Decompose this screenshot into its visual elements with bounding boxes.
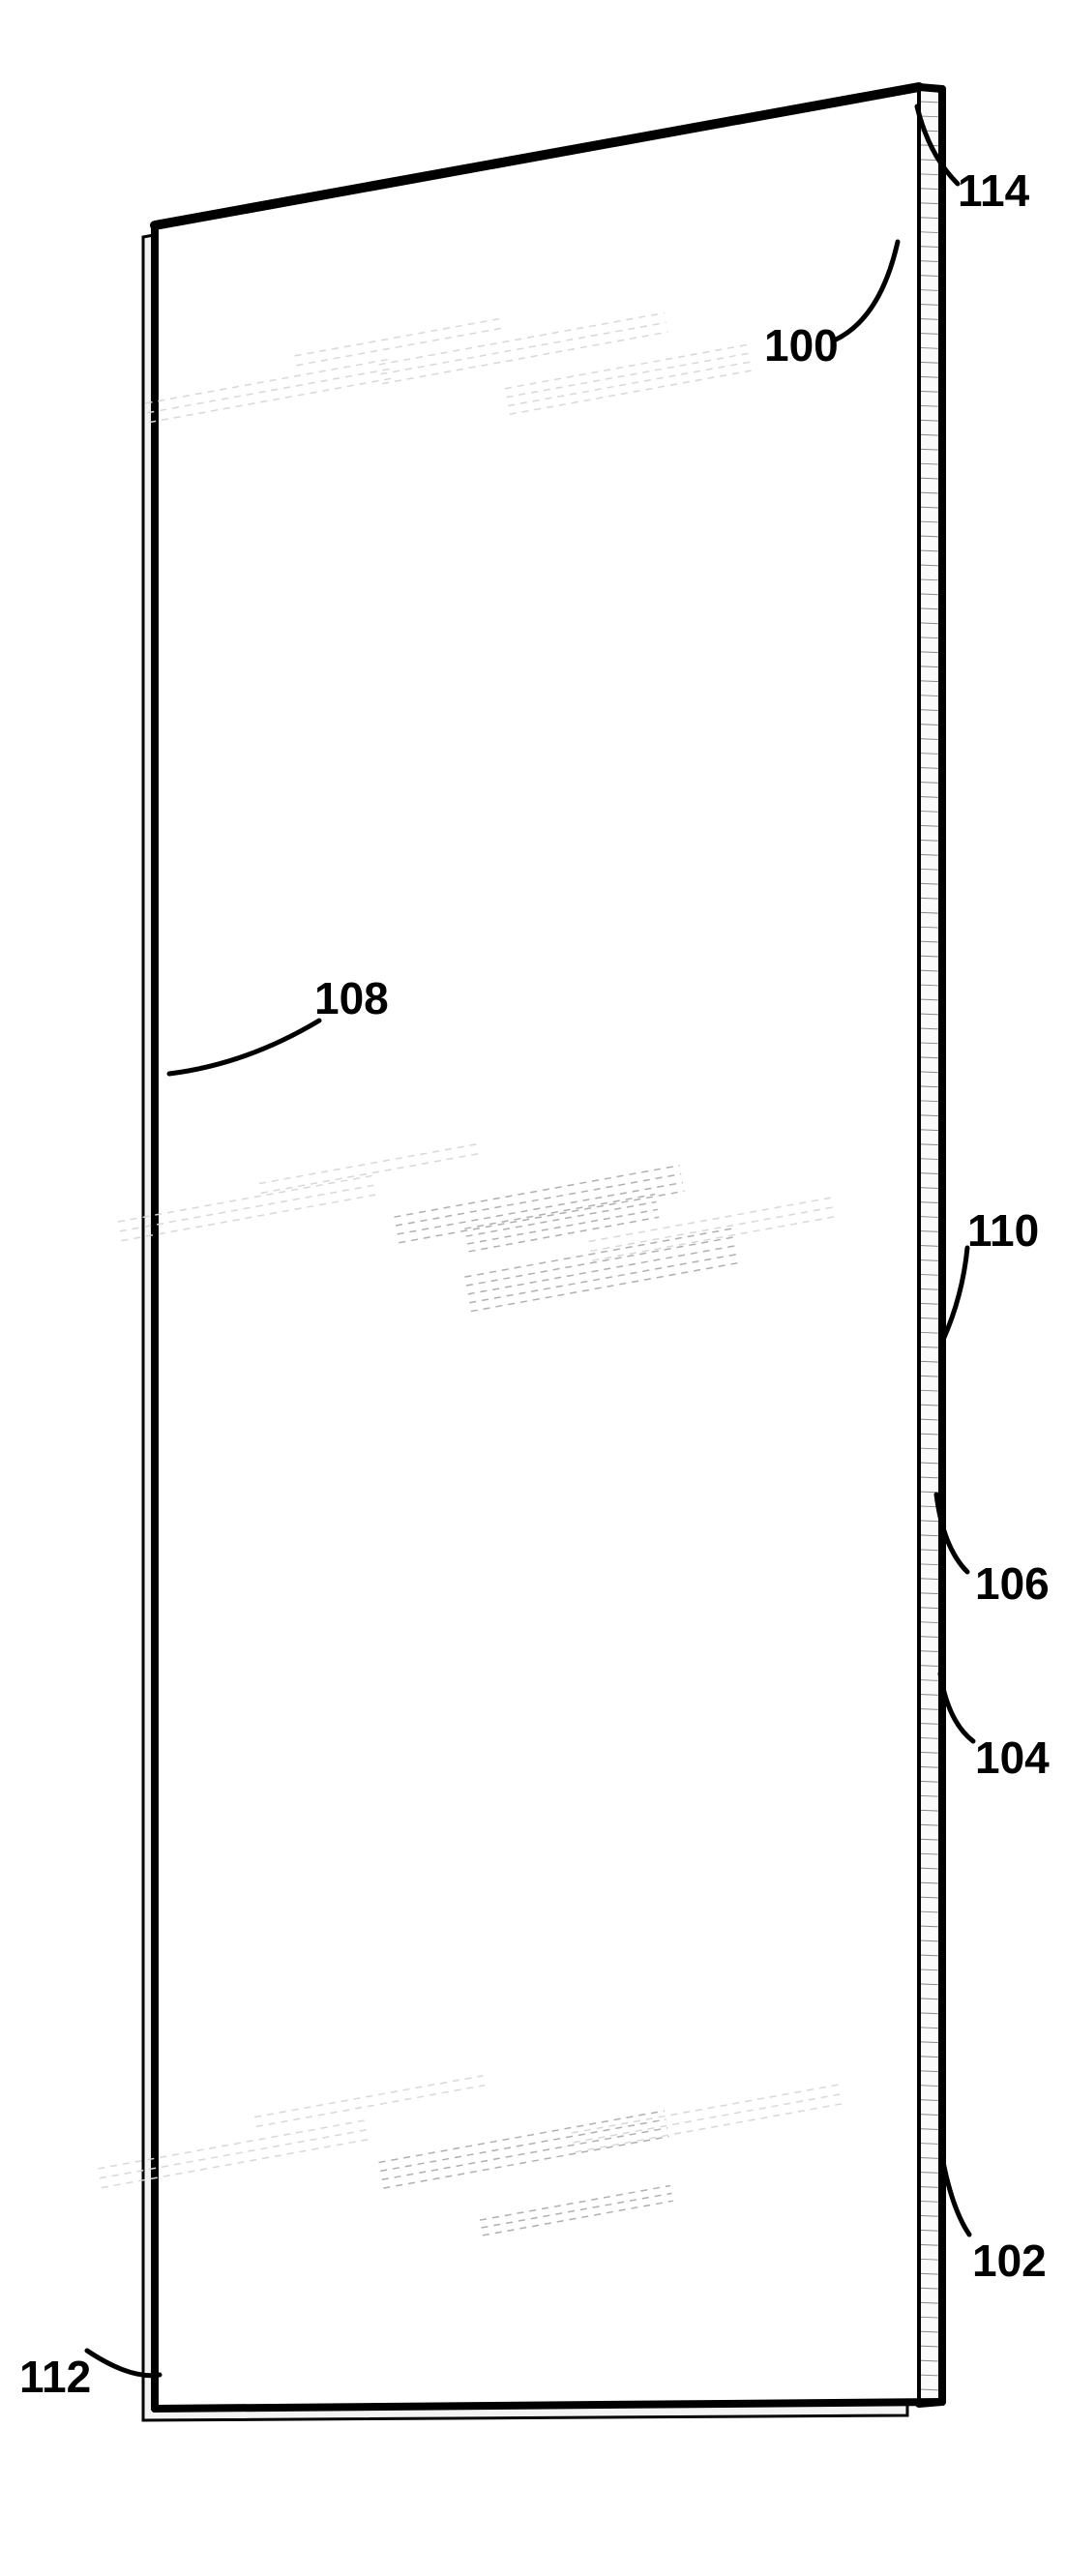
label-assembly: 100	[764, 319, 839, 371]
label-110: 110	[967, 1204, 1039, 1257]
label-114: 114	[958, 164, 1029, 217]
label-102: 102	[972, 2235, 1047, 2287]
label-106: 106	[975, 1557, 1050, 1610]
label-112: 112	[19, 2351, 91, 2403]
patent-figure	[0, 0, 1066, 2576]
label-108: 108	[314, 972, 389, 1024]
label-104: 104	[975, 1732, 1050, 1784]
